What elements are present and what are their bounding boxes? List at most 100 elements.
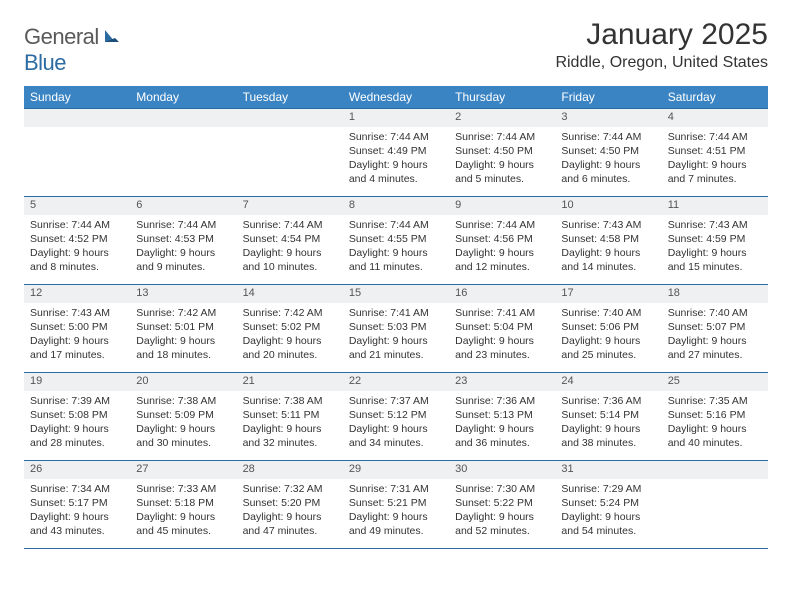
- day-header: Wednesday: [343, 86, 449, 109]
- day-number-cell: 7: [237, 197, 343, 215]
- sunset-line: Sunset: 5:12 PM: [349, 408, 443, 422]
- details-row: Sunrise: 7:34 AMSunset: 5:17 PMDaylight:…: [24, 479, 768, 549]
- day-details-cell: Sunrise: 7:44 AMSunset: 4:50 PMDaylight:…: [555, 127, 661, 197]
- day-number-cell: 28: [237, 461, 343, 479]
- day-header: Monday: [130, 86, 236, 109]
- daylight-line: Daylight: 9 hours and 6 minutes.: [561, 158, 655, 186]
- day-number-cell: [237, 109, 343, 127]
- daylight-line: Daylight: 9 hours and 18 minutes.: [136, 334, 230, 362]
- daylight-line: Daylight: 9 hours and 8 minutes.: [30, 246, 124, 274]
- sunset-line: Sunset: 5:13 PM: [455, 408, 549, 422]
- day-details-cell: [24, 127, 130, 197]
- sunrise-line: Sunrise: 7:43 AM: [30, 306, 124, 320]
- day-details-cell: Sunrise: 7:44 AMSunset: 4:49 PMDaylight:…: [343, 127, 449, 197]
- day-header: Saturday: [662, 86, 768, 109]
- day-number-cell: 31: [555, 461, 661, 479]
- day-details-cell: Sunrise: 7:42 AMSunset: 5:01 PMDaylight:…: [130, 303, 236, 373]
- logo-text-blue: Blue: [24, 50, 66, 75]
- day-number-cell: 5: [24, 197, 130, 215]
- daylight-line: Daylight: 9 hours and 54 minutes.: [561, 510, 655, 538]
- sunrise-line: Sunrise: 7:42 AM: [136, 306, 230, 320]
- sunrise-line: Sunrise: 7:44 AM: [243, 218, 337, 232]
- daylight-line: Daylight: 9 hours and 49 minutes.: [349, 510, 443, 538]
- day-details-cell: Sunrise: 7:31 AMSunset: 5:21 PMDaylight:…: [343, 479, 449, 549]
- daylight-line: Daylight: 9 hours and 17 minutes.: [30, 334, 124, 362]
- day-details-cell: Sunrise: 7:29 AMSunset: 5:24 PMDaylight:…: [555, 479, 661, 549]
- daylight-line: Daylight: 9 hours and 11 minutes.: [349, 246, 443, 274]
- day-details-cell: Sunrise: 7:43 AMSunset: 4:58 PMDaylight:…: [555, 215, 661, 285]
- sunset-line: Sunset: 5:00 PM: [30, 320, 124, 334]
- day-header-row: SundayMondayTuesdayWednesdayThursdayFrid…: [24, 86, 768, 109]
- daynum-row: 19202122232425: [24, 373, 768, 391]
- calendar-table: SundayMondayTuesdayWednesdayThursdayFrid…: [24, 86, 768, 549]
- sunrise-line: Sunrise: 7:44 AM: [30, 218, 124, 232]
- sunset-line: Sunset: 4:52 PM: [30, 232, 124, 246]
- day-details-cell: Sunrise: 7:41 AMSunset: 5:03 PMDaylight:…: [343, 303, 449, 373]
- sunset-line: Sunset: 5:06 PM: [561, 320, 655, 334]
- day-details-cell: Sunrise: 7:44 AMSunset: 4:53 PMDaylight:…: [130, 215, 236, 285]
- daylight-line: Daylight: 9 hours and 32 minutes.: [243, 422, 337, 450]
- day-details-cell: Sunrise: 7:38 AMSunset: 5:11 PMDaylight:…: [237, 391, 343, 461]
- daylight-line: Daylight: 9 hours and 38 minutes.: [561, 422, 655, 450]
- sunrise-line: Sunrise: 7:44 AM: [668, 130, 762, 144]
- sunset-line: Sunset: 5:16 PM: [668, 408, 762, 422]
- day-number-cell: 22: [343, 373, 449, 391]
- sunset-line: Sunset: 4:54 PM: [243, 232, 337, 246]
- daylight-line: Daylight: 9 hours and 15 minutes.: [668, 246, 762, 274]
- day-number-cell: 29: [343, 461, 449, 479]
- sunrise-line: Sunrise: 7:40 AM: [668, 306, 762, 320]
- sunset-line: Sunset: 5:08 PM: [30, 408, 124, 422]
- daylight-line: Daylight: 9 hours and 25 minutes.: [561, 334, 655, 362]
- sunset-line: Sunset: 5:20 PM: [243, 496, 337, 510]
- day-number-cell: 6: [130, 197, 236, 215]
- sunset-line: Sunset: 5:09 PM: [136, 408, 230, 422]
- daylight-line: Daylight: 9 hours and 23 minutes.: [455, 334, 549, 362]
- sunset-line: Sunset: 5:24 PM: [561, 496, 655, 510]
- sunrise-line: Sunrise: 7:36 AM: [561, 394, 655, 408]
- daynum-row: 262728293031: [24, 461, 768, 479]
- sunrise-line: Sunrise: 7:44 AM: [455, 130, 549, 144]
- day-number-cell: 20: [130, 373, 236, 391]
- day-number-cell: 1: [343, 109, 449, 127]
- day-number-cell: 25: [662, 373, 768, 391]
- day-number-cell: 16: [449, 285, 555, 303]
- sunrise-line: Sunrise: 7:29 AM: [561, 482, 655, 496]
- day-details-cell: Sunrise: 7:43 AMSunset: 5:00 PMDaylight:…: [24, 303, 130, 373]
- day-details-cell: Sunrise: 7:38 AMSunset: 5:09 PMDaylight:…: [130, 391, 236, 461]
- sunset-line: Sunset: 4:58 PM: [561, 232, 655, 246]
- location: Riddle, Oregon, United States: [555, 54, 768, 72]
- day-details-cell: Sunrise: 7:40 AMSunset: 5:07 PMDaylight:…: [662, 303, 768, 373]
- sunrise-line: Sunrise: 7:35 AM: [668, 394, 762, 408]
- sunset-line: Sunset: 5:01 PM: [136, 320, 230, 334]
- daylight-line: Daylight: 9 hours and 43 minutes.: [30, 510, 124, 538]
- header: GeneralBlue January 2025 Riddle, Oregon,…: [24, 18, 768, 76]
- sunset-line: Sunset: 4:59 PM: [668, 232, 762, 246]
- daylight-line: Daylight: 9 hours and 12 minutes.: [455, 246, 549, 274]
- sunset-line: Sunset: 5:07 PM: [668, 320, 762, 334]
- day-details-cell: Sunrise: 7:36 AMSunset: 5:14 PMDaylight:…: [555, 391, 661, 461]
- sunset-line: Sunset: 5:02 PM: [243, 320, 337, 334]
- sunset-line: Sunset: 5:18 PM: [136, 496, 230, 510]
- logo-text: GeneralBlue: [24, 24, 121, 76]
- day-number-cell: 13: [130, 285, 236, 303]
- calendar-body: 1234Sunrise: 7:44 AMSunset: 4:49 PMDayli…: [24, 109, 768, 549]
- sunset-line: Sunset: 4:56 PM: [455, 232, 549, 246]
- sunrise-line: Sunrise: 7:44 AM: [349, 218, 443, 232]
- daylight-line: Daylight: 9 hours and 40 minutes.: [668, 422, 762, 450]
- daynum-row: 567891011: [24, 197, 768, 215]
- sunrise-line: Sunrise: 7:44 AM: [349, 130, 443, 144]
- sunset-line: Sunset: 5:14 PM: [561, 408, 655, 422]
- day-number-cell: 17: [555, 285, 661, 303]
- daylight-line: Daylight: 9 hours and 20 minutes.: [243, 334, 337, 362]
- daylight-line: Daylight: 9 hours and 36 minutes.: [455, 422, 549, 450]
- day-details-cell: Sunrise: 7:33 AMSunset: 5:18 PMDaylight:…: [130, 479, 236, 549]
- day-number-cell: 8: [343, 197, 449, 215]
- day-details-cell: Sunrise: 7:35 AMSunset: 5:16 PMDaylight:…: [662, 391, 768, 461]
- daylight-line: Daylight: 9 hours and 45 minutes.: [136, 510, 230, 538]
- sunrise-line: Sunrise: 7:41 AM: [349, 306, 443, 320]
- day-details-cell: Sunrise: 7:32 AMSunset: 5:20 PMDaylight:…: [237, 479, 343, 549]
- daylight-line: Daylight: 9 hours and 34 minutes.: [349, 422, 443, 450]
- daylight-line: Daylight: 9 hours and 27 minutes.: [668, 334, 762, 362]
- sunrise-line: Sunrise: 7:38 AM: [243, 394, 337, 408]
- day-details-cell: Sunrise: 7:44 AMSunset: 4:52 PMDaylight:…: [24, 215, 130, 285]
